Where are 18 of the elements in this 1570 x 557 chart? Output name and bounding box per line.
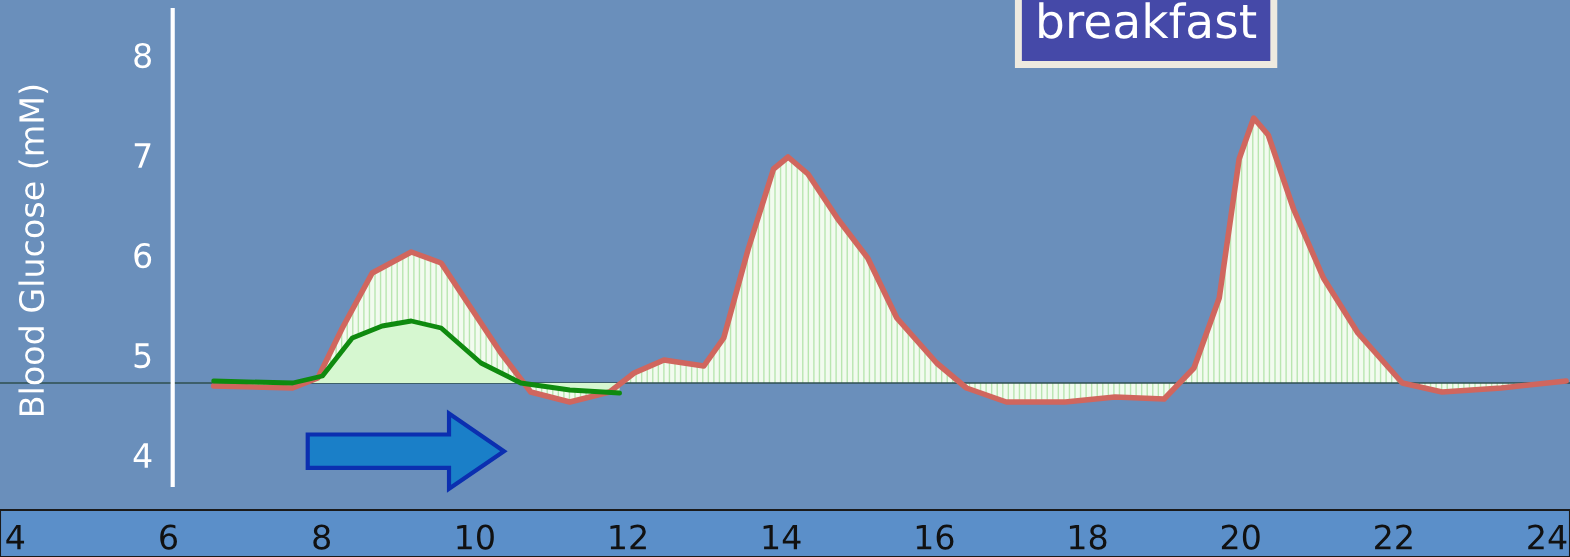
x-tick-label: 6	[160, 524, 177, 550]
x-tick-label: 10	[457, 524, 494, 550]
y-axis-title: Blood Glucose (mM)	[18, 85, 49, 416]
x-tick-label: 8	[313, 524, 330, 550]
chart-title: breakfast	[1039, 2, 1257, 39]
x-tick-label: 22	[1375, 524, 1412, 550]
x-tick-label: 20	[1221, 524, 1260, 550]
y-tick-label: 8	[134, 42, 151, 69]
x-tick-label: 16	[916, 524, 954, 550]
x-tick-label: 24	[1528, 524, 1567, 550]
y-tick-label: 7	[134, 143, 151, 168]
y-tick-label: 6	[134, 242, 152, 269]
x-tick-label: 18	[1069, 524, 1107, 550]
y-tick-label: 5	[134, 343, 151, 369]
x-tick-label: 14	[763, 524, 801, 550]
x-tick-label: 4	[6, 524, 25, 550]
y-tick-label: 4	[133, 443, 152, 468]
x-tick-label: 12	[610, 524, 646, 550]
